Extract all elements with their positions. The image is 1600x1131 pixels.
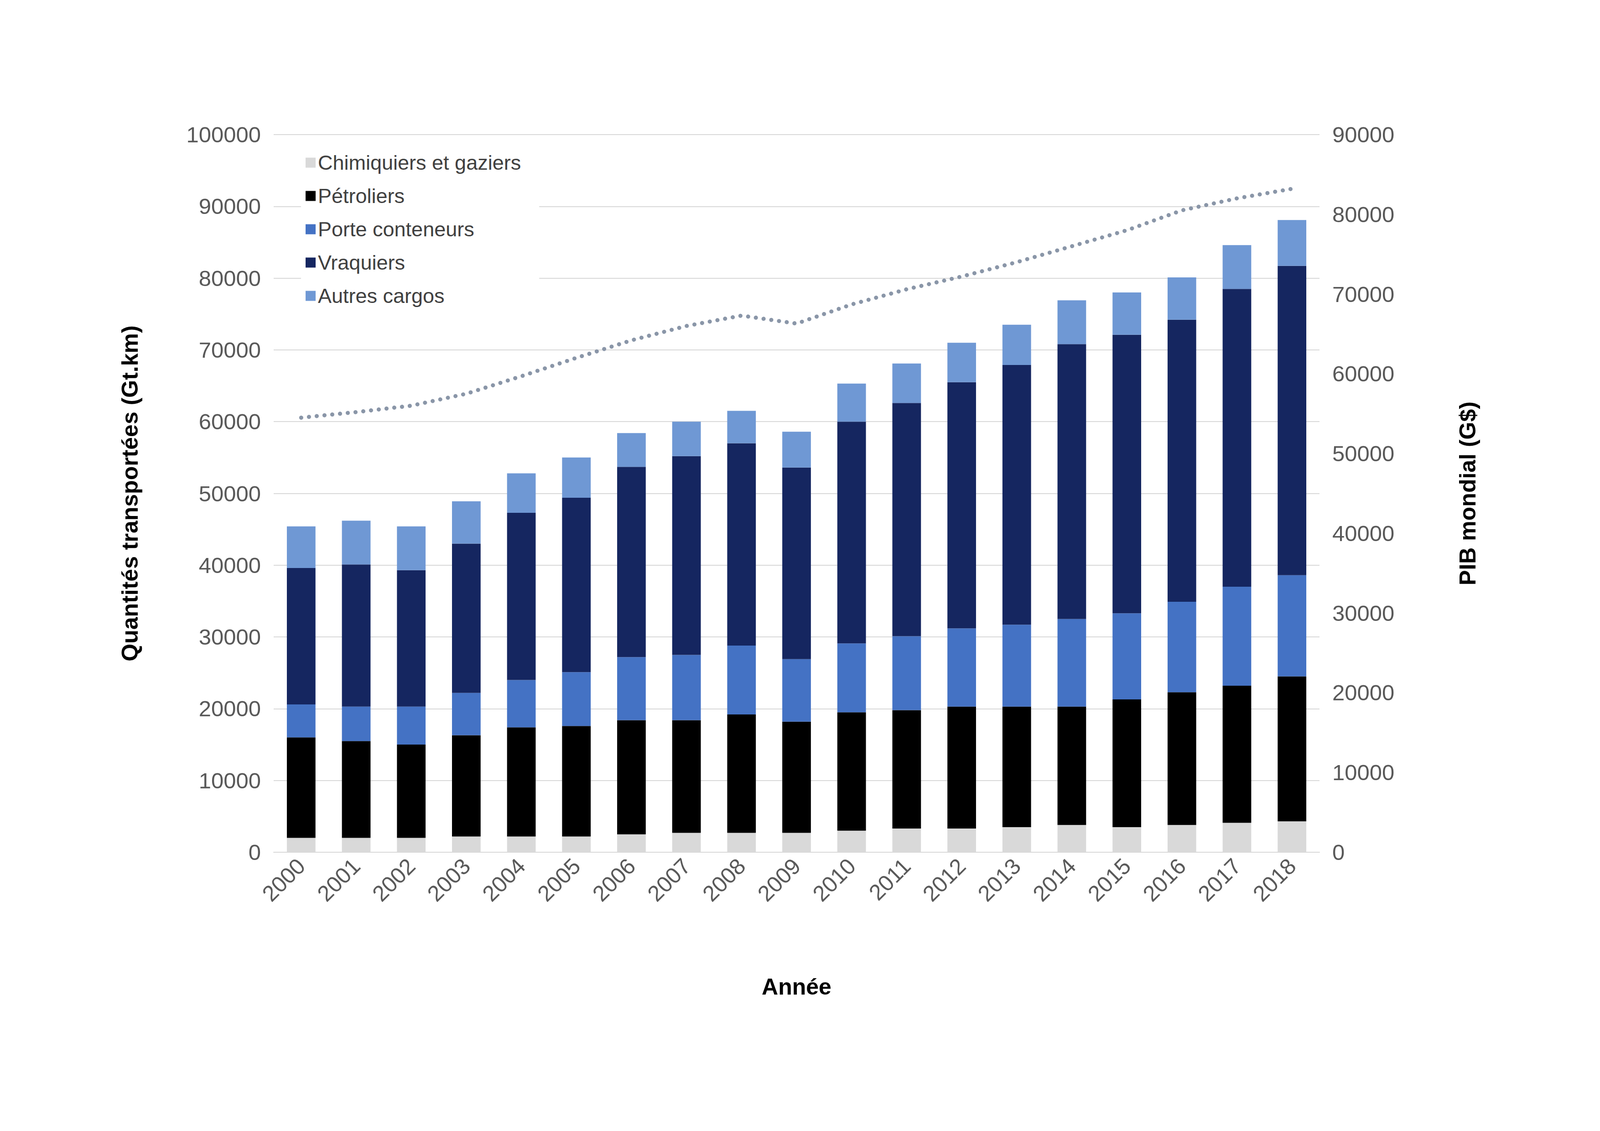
svg-text:2000: 2000 bbox=[257, 853, 310, 906]
svg-text:2002: 2002 bbox=[367, 853, 421, 906]
svg-text:70000: 70000 bbox=[1332, 281, 1395, 307]
svg-text:PIB mondial (G$): PIB mondial (G$) bbox=[1454, 401, 1481, 586]
svg-text:10000: 10000 bbox=[1332, 759, 1395, 785]
svg-text:0: 0 bbox=[1332, 839, 1345, 865]
svg-text:2010: 2010 bbox=[807, 853, 861, 906]
svg-text:10000: 10000 bbox=[198, 768, 261, 793]
svg-text:2008: 2008 bbox=[697, 853, 751, 906]
svg-text:Année: Année bbox=[761, 973, 832, 1000]
svg-text:Quantités transportées (Gt.km): Quantités transportées (Gt.km) bbox=[117, 325, 143, 661]
svg-text:2016: 2016 bbox=[1137, 853, 1191, 906]
svg-text:20000: 20000 bbox=[198, 696, 261, 721]
svg-text:2001: 2001 bbox=[312, 853, 365, 906]
svg-text:2015: 2015 bbox=[1082, 853, 1136, 906]
svg-text:80000: 80000 bbox=[1332, 202, 1395, 227]
svg-text:30000: 30000 bbox=[198, 624, 261, 650]
svg-text:Vraquiers: Vraquiers bbox=[317, 250, 406, 275]
svg-text:2012: 2012 bbox=[917, 853, 971, 906]
svg-text:2009: 2009 bbox=[752, 853, 806, 906]
svg-text:50000: 50000 bbox=[198, 481, 261, 506]
svg-text:Pétroliers: Pétroliers bbox=[317, 184, 405, 208]
svg-text:2014: 2014 bbox=[1028, 853, 1081, 906]
svg-text:2003: 2003 bbox=[422, 853, 475, 906]
svg-text:50000: 50000 bbox=[1332, 441, 1395, 466]
svg-text:90000: 90000 bbox=[1332, 122, 1395, 147]
svg-text:2017: 2017 bbox=[1193, 853, 1246, 906]
svg-text:40000: 40000 bbox=[1332, 520, 1395, 546]
svg-text:2011: 2011 bbox=[863, 853, 916, 905]
svg-text:0: 0 bbox=[248, 839, 261, 865]
svg-text:30000: 30000 bbox=[1332, 600, 1395, 626]
svg-text:2018: 2018 bbox=[1248, 853, 1301, 906]
svg-text:90000: 90000 bbox=[198, 193, 261, 219]
svg-text:2006: 2006 bbox=[587, 853, 640, 906]
svg-text:60000: 60000 bbox=[198, 409, 261, 434]
svg-text:2013: 2013 bbox=[972, 853, 1026, 906]
svg-text:2005: 2005 bbox=[532, 853, 586, 906]
svg-text:100000: 100000 bbox=[186, 122, 261, 147]
svg-text:Autres cargos: Autres cargos bbox=[317, 284, 445, 308]
svg-text:60000: 60000 bbox=[1332, 361, 1395, 386]
svg-text:20000: 20000 bbox=[1332, 680, 1395, 705]
svg-text:Chimiquiers et gaziers: Chimiquiers et gaziers bbox=[317, 150, 521, 175]
svg-text:70000: 70000 bbox=[198, 337, 261, 363]
svg-text:2004: 2004 bbox=[477, 853, 530, 906]
svg-text:2007: 2007 bbox=[642, 853, 696, 906]
svg-text:Porte conteneurs: Porte conteneurs bbox=[317, 217, 475, 241]
svg-text:80000: 80000 bbox=[198, 265, 261, 291]
svg-text:40000: 40000 bbox=[198, 552, 261, 578]
